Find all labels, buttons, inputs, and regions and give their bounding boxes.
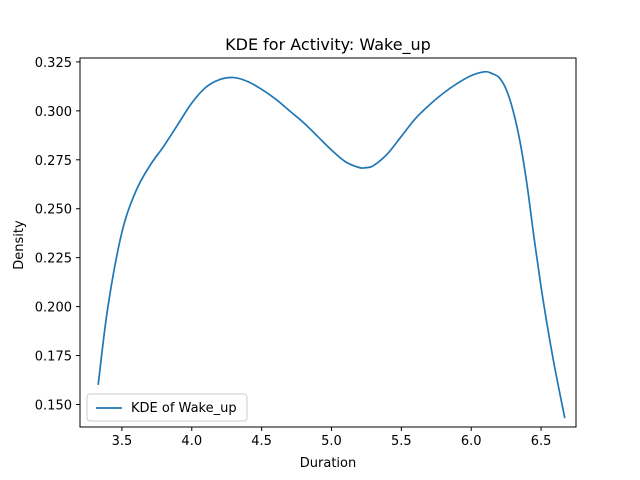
legend-box [86,393,248,422]
x-axis-ticks: 3.5 4.0 4.5 5.0 5.5 6.0 6.5 [112,427,552,449]
x-tick-label: 5.0 [321,434,342,449]
y-axis-ticks: 0.150 0.175 0.200 0.225 0.250 0.275 0.300 0.325 [35,56,80,413]
axes-frame [79,57,577,428]
y-tick-label: 0.175 [35,350,72,365]
y-tick-label: 0.150 [35,398,72,413]
legend-entry-label: KDE of Wake_up [131,401,237,416]
y-tick-label: 0.250 [35,203,72,218]
chart-title: KDE for Activity: Wake_up [225,35,431,55]
x-tick-label: 4.0 [181,434,202,449]
y-tick-label: 0.200 [35,301,72,316]
x-tick-label: 6.5 [531,434,552,449]
y-tick-label: 0.300 [35,105,72,120]
x-tick-label: 3.5 [112,434,133,449]
x-axis-label: Duration [300,456,356,471]
x-tick-label: 5.5 [391,434,412,449]
y-tick-label: 0.225 [35,252,72,267]
plot-area [79,57,577,428]
x-tick-label: 6.0 [461,434,482,449]
x-tick-label: 4.5 [251,434,272,449]
legend: KDE of Wake_up [86,393,248,422]
series-line-0 [97,70,566,419]
y-tick-label: 0.325 [35,56,72,71]
y-axis-label: Density [12,220,27,270]
y-tick-label: 0.275 [35,154,72,169]
